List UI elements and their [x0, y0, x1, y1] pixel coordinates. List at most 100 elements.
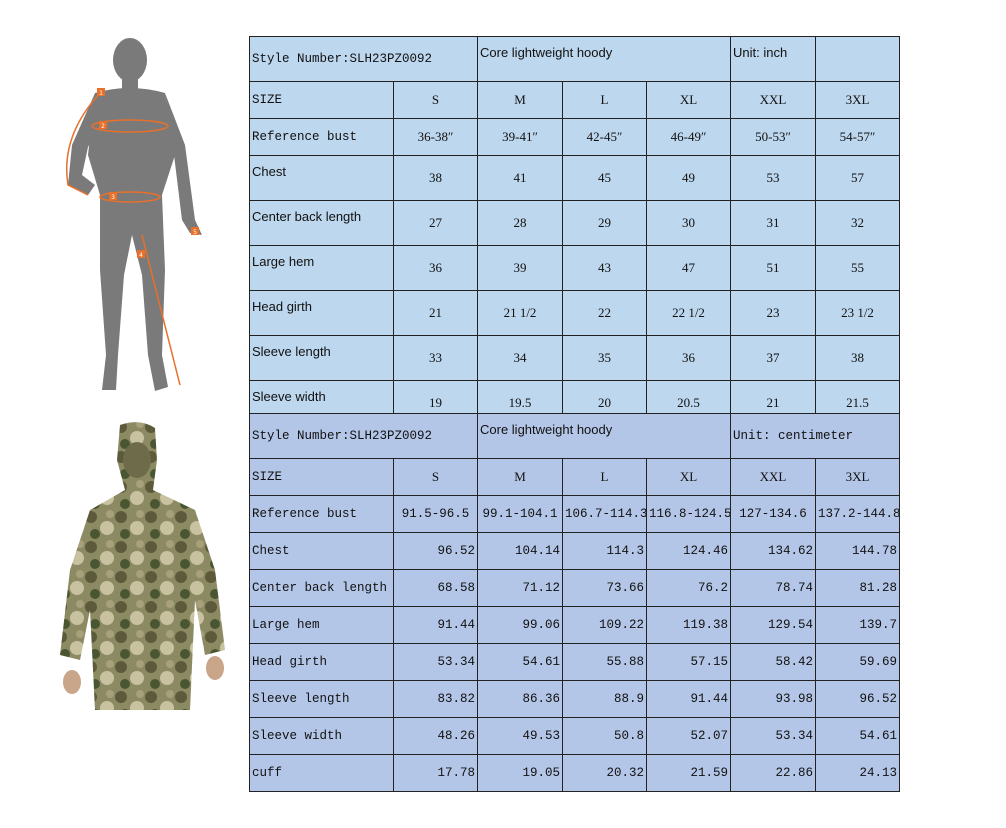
measurement-value: 52.07 — [646, 717, 731, 755]
measurement-value: 36 — [646, 335, 731, 381]
measurement-value: 19.05 — [477, 754, 563, 792]
measurement-value: 53.34 — [730, 717, 816, 755]
measurement-value: 53.34 — [393, 643, 478, 681]
measurement-row: Head girth 21 21 1/2 22 22 1/2 23 23 1/2 — [249, 290, 900, 336]
measurement-value: 76.2 — [646, 569, 731, 607]
measurement-value: 96.52 — [393, 532, 478, 570]
measurement-value: 99.1-104.1 — [477, 495, 563, 533]
measurement-value: 59.69 — [815, 643, 900, 681]
measurement-value: 36-38″ — [393, 118, 478, 156]
measurement-label: Large hem — [249, 606, 394, 644]
measurement-value: 93.98 — [730, 680, 816, 718]
svg-text:2: 2 — [101, 123, 105, 130]
size-cell: S — [393, 81, 478, 119]
measurement-value: 32 — [815, 200, 900, 246]
measurement-label: Center back length — [249, 569, 394, 607]
measurement-value: 45 — [562, 155, 647, 201]
size-row: SIZE S M L XL XXL 3XL — [249, 81, 900, 119]
measurement-value: 109.22 — [562, 606, 647, 644]
measurement-value: 49 — [646, 155, 731, 201]
measurement-row: Head girth 53.34 54.61 55.88 57.15 58.42 59.69 — [249, 643, 900, 681]
size-cell: 3XL — [815, 458, 900, 496]
measurement-value: 119.38 — [646, 606, 731, 644]
measurement-label: cuff — [249, 754, 394, 792]
measurement-value: 39-41″ — [477, 118, 563, 156]
measurement-value: 71.12 — [477, 569, 563, 607]
measurement-row: Chest 38 41 45 49 53 57 — [249, 155, 900, 201]
measurement-value: 22 — [562, 290, 647, 336]
measurement-value: 39 — [477, 245, 563, 291]
measurement-value: 54.61 — [477, 643, 563, 681]
marker-1 — [97, 88, 105, 96]
measurement-value: 78.74 — [730, 569, 816, 607]
unit-label: Unit: centimeter — [730, 413, 900, 459]
measurement-value: 127-134.6 — [730, 495, 816, 533]
measurement-value: 55 — [815, 245, 900, 291]
size-cell: XXL — [730, 458, 816, 496]
size-label: SIZE — [249, 81, 394, 119]
measurement-value: 86.36 — [477, 680, 563, 718]
measurement-value: 73.66 — [562, 569, 647, 607]
camo-hoody-model-photo — [60, 422, 225, 710]
measurement-row: cuff 17.78 19.05 20.32 21.59 22.86 24.13 — [249, 754, 900, 792]
svg-text:3: 3 — [111, 194, 115, 201]
size-chart-centimeter: Style Number:SLH23PZ0092 Core lightweigh… — [249, 413, 900, 792]
measurement-value: 139.7 — [815, 606, 900, 644]
measurement-label: Center back length — [249, 200, 394, 246]
measurement-value: 144.78 — [815, 532, 900, 570]
measurement-value: 21 — [393, 290, 478, 336]
measurement-label: Large hem — [249, 245, 394, 291]
measurement-label: Head girth — [249, 290, 394, 336]
measurement-label: Reference bust — [249, 495, 394, 533]
measurement-row: Large hem 36 39 43 47 51 55 — [249, 245, 900, 291]
measurement-label: Reference bust — [249, 118, 394, 156]
measurement-value: 114.3 — [562, 532, 647, 570]
measurement-value: 33 — [393, 335, 478, 381]
measurement-value: 22.86 — [730, 754, 816, 792]
size-row: SIZE S M L XL XXL 3XL — [249, 458, 900, 496]
size-cell: M — [477, 458, 563, 496]
svg-text:5: 5 — [193, 229, 197, 236]
measurement-row: Reference bust 91.5-96.5 99.1-104.1 106.7-1… — [249, 495, 900, 533]
measurement-value: 116.8-124.5 — [646, 495, 731, 533]
measurement-value: 37 — [730, 335, 816, 381]
measurement-value: 35 — [562, 335, 647, 381]
marker-4 — [137, 250, 145, 258]
body-measurement-figure: 1 2 3 4 5 — [65, 38, 202, 391]
measurement-row: Sleeve length 83.82 86.36 88.9 91.44 93.98 96.… — [249, 680, 900, 718]
measurement-value: 34 — [477, 335, 563, 381]
size-cell: XXL — [730, 81, 816, 119]
measurement-value: 20.32 — [562, 754, 647, 792]
measurement-value: 46-49″ — [646, 118, 731, 156]
measurement-row: Large hem 91.44 99.06 109.22 119.38 129.54 139… — [249, 606, 900, 644]
size-cell: 3XL — [815, 81, 900, 119]
measurement-row: Center back length 27 28 29 30 31 32 — [249, 200, 900, 246]
measurement-row: Center back length 68.58 71.12 73.66 76.2 78.… — [249, 569, 900, 607]
measurement-value: 54-57″ — [815, 118, 900, 156]
size-cell: L — [562, 458, 647, 496]
measurement-value: 42-45″ — [562, 118, 647, 156]
measurement-label: Chest — [249, 532, 394, 570]
measurement-label: Chest — [249, 155, 394, 201]
measurement-value: 48.26 — [393, 717, 478, 755]
measurement-value: 31 — [730, 200, 816, 246]
measurement-value: 50.8 — [562, 717, 647, 755]
product-name: Core lightweight hoody — [477, 413, 731, 459]
measurement-value: 23 1/2 — [815, 290, 900, 336]
marker-5 — [191, 227, 199, 235]
unit-label: Unit: inch — [730, 36, 816, 82]
marker-3 — [109, 192, 117, 200]
size-chart-inch: Style Number:SLH23PZ0092 Core lightweigh… — [249, 36, 900, 471]
style-number: Style Number:SLH23PZ0092 — [249, 36, 478, 82]
measurement-value: 17.78 — [393, 754, 478, 792]
measurement-value: 43 — [562, 245, 647, 291]
measurement-value: 91.44 — [393, 606, 478, 644]
measurement-row: Sleeve length 33 34 35 36 37 38 — [249, 335, 900, 381]
svg-text:1: 1 — [99, 90, 103, 97]
measurement-row: Chest 96.52 104.14 114.3 124.46 134.62 144.78 — [249, 532, 900, 570]
size-cell: S — [393, 458, 478, 496]
measurement-label: Sleeve width — [249, 717, 394, 755]
measurement-value: 88.9 — [562, 680, 647, 718]
measurement-value: 57.15 — [646, 643, 731, 681]
measurement-value: 38 — [815, 335, 900, 381]
